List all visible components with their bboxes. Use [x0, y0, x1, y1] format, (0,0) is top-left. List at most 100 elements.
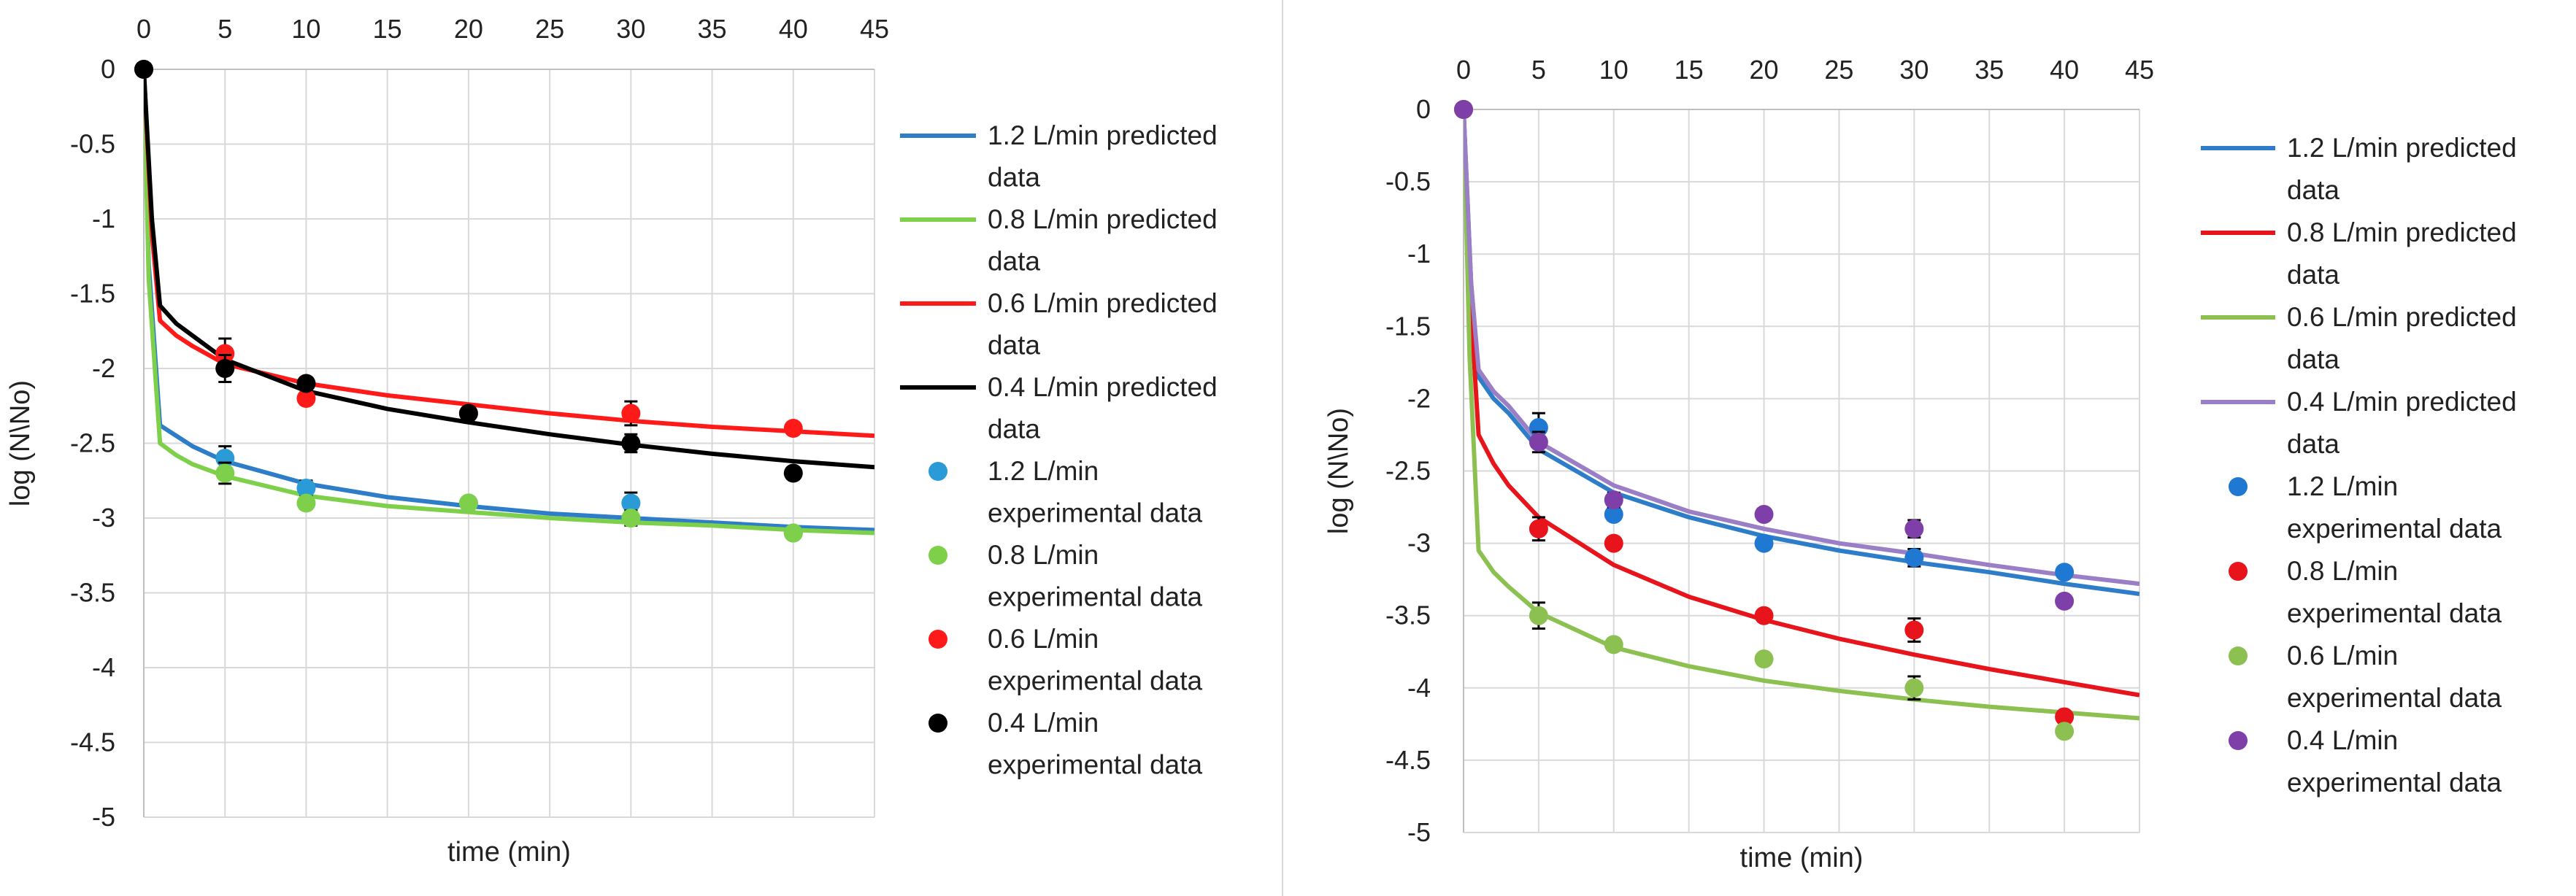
chart-2-legend-label: 0.8 L/min predicted data — [2287, 217, 2517, 290]
chart-1-point-0-8-l-min-experimental-data — [783, 523, 803, 543]
chart-1-y-tick-label: -3 — [92, 503, 115, 533]
chart-2-gridlines — [1463, 109, 2140, 833]
chart-1-y-tick-label: -1 — [92, 204, 115, 233]
chart-1-point-0-6-l-min-experimental-data — [296, 389, 316, 408]
chart-right: 0 5 10 15 20 25 30 35 40 45 0 -0.5 -1 -1.5 -2 -2.5 -3 -3.… — [1323, 55, 2517, 873]
chart-1-y-tick-label: -3.5 — [70, 578, 115, 608]
chart-2-legend-entry-1-2-l-min-experimental-data: 1.2 L/min experimental data — [2229, 471, 2502, 544]
chart-1-legend-entry-1-2-l-min-experimental-data: 1.2 L/min experimental data — [928, 456, 1203, 528]
chart-1-x-tick-label: 30 — [616, 14, 645, 44]
chart-1-legend-entry-1-2-l-min-predicted-data: 1.2 L/min predicted data — [900, 120, 1218, 193]
chart-2-legend-swatch — [2229, 477, 2248, 496]
chart-2-point-1-2-l-min-experimental-data — [2055, 563, 2075, 582]
chart-2-x-tick-label: 35 — [1975, 55, 2004, 85]
chart-2-y-tick-label: -2 — [1407, 383, 1431, 413]
chart-1-legend-swatch — [928, 630, 947, 649]
chart-2-point-0-4-l-min-experimental-data — [1454, 100, 1473, 119]
chart-1-x-tick-label: 10 — [291, 14, 320, 44]
chart-1-legend-label: 0.6 L/min predicted data — [988, 288, 1218, 360]
chart-2-x-tick-label: 30 — [1899, 55, 1929, 85]
chart-2-point-0-4-l-min-experimental-data — [1754, 504, 1774, 524]
chart-1-legend-label: 0.8 L/min experimental data — [988, 540, 1203, 612]
chart-2-legend-label: 0.4 L/min experimental data — [2287, 725, 2502, 797]
chart-1-legend-label: 1.2 L/min experimental data — [988, 456, 1203, 528]
chart-1-point-0-8-l-min-experimental-data — [296, 493, 316, 513]
chart-1-point-0-4-l-min-experimental-data — [215, 359, 235, 378]
chart-1-y-tick-label: -4.5 — [70, 727, 115, 757]
chart-1-point-0-8-l-min-experimental-data — [621, 509, 641, 528]
chart-2-point-0-6-l-min-experimental-data — [2055, 722, 2075, 741]
chart-2-legend-entry-0-6-l-min-predicted-data: 0.6 L/min predicted data — [2201, 302, 2517, 374]
chart-1-series-1-2-l-min-predicted-data — [144, 69, 874, 533]
chart-2-x-tick-label: 45 — [2125, 55, 2154, 85]
chart-2-point-0-8-l-min-experimental-data — [1904, 620, 1924, 640]
chart-1-y-tick-label: -0.5 — [70, 129, 115, 159]
chart-2-legend-entry-0-6-l-min-experimental-data: 0.6 L/min experimental data — [2229, 641, 2502, 713]
chart-2-y-tick-label: -1 — [1407, 239, 1431, 269]
chart-2-series-0-8-l-min-predicted-data — [1464, 109, 2139, 698]
chart-2-x-tick-label: 5 — [1531, 55, 1546, 85]
chart-2-point-0-8-l-min-experimental-data — [1754, 606, 1774, 625]
chart-1-point-0-8-l-min-experimental-data — [215, 463, 235, 483]
chart-2-legend-label: 0.6 L/min experimental data — [2287, 641, 2502, 713]
chart-1-legend-label: 0.4 L/min experimental data — [988, 708, 1203, 780]
chart-2-y-tick-label: -2.5 — [1385, 456, 1431, 486]
chart-1-series-0-4-l-min-experimental-data — [134, 60, 803, 483]
chart-1-point-0-4-l-min-experimental-data — [458, 403, 478, 423]
chart-2-legend-label: 0.8 L/min experimental data — [2287, 556, 2502, 628]
chart-2-x-tick-label: 40 — [2050, 55, 2079, 85]
chart-2-point-1-2-l-min-experimental-data — [1604, 504, 1623, 524]
chart-1-point-0-6-l-min-experimental-data — [783, 419, 803, 438]
chart-2-legend: 1.2 L/min predicted data 0.8 L/min predict… — [2201, 133, 2517, 797]
chart-1-y-tick-label: -1.5 — [70, 279, 115, 309]
chart-2-legend-swatch — [2229, 731, 2248, 750]
chart-2-x-tick-label: 10 — [1599, 55, 1629, 85]
chart-2-y-tick-label: 0 — [1416, 94, 1431, 124]
chart-1-point-0-4-l-min-experimental-data — [296, 374, 316, 393]
chart-1-point-1-2-l-min-experimental-data — [296, 479, 316, 498]
chart-2-point-0-6-l-min-experimental-data — [1754, 649, 1774, 669]
chart-1-y-tick-label: -5 — [92, 802, 115, 832]
chart-2-legend-label: 1.2 L/min experimental data — [2287, 471, 2502, 544]
chart-1-legend-swatch — [928, 462, 947, 481]
chart-2-point-0-4-l-min-experimental-data — [1604, 490, 1623, 510]
chart-1-point-0-8-l-min-experimental-data — [458, 493, 478, 513]
chart-1-legend-entry-0-4-l-min-experimental-data: 0.4 L/min experimental data — [928, 708, 1203, 780]
chart-2-point-0-4-l-min-experimental-data — [1904, 519, 1924, 538]
chart-1-x-axis-title: time (min) — [447, 837, 571, 868]
chart-1-legend-entry-0-8-l-min-experimental-data: 0.8 L/min experimental data — [928, 540, 1203, 612]
chart-left: 0 5 10 15 20 25 30 35 40 45 0 -0.5 -1 -1.5 -2 -2.5 -3 -3.… — [5, 14, 1218, 868]
chart-2-point-1-2-l-min-experimental-data — [1754, 533, 1774, 553]
chart-1-point-1-2-l-min-experimental-data — [621, 493, 641, 513]
chart-1-x-tick-label: 35 — [698, 14, 727, 44]
chart-1-y-tick-label: -2 — [92, 353, 115, 383]
chart-1-x-tick-label: 15 — [373, 14, 402, 44]
chart-1-y-axis-title: log (N\No) — [5, 380, 36, 506]
chart-1-legend-label: 0.8 L/min predicted data — [988, 204, 1218, 277]
chart-1-legend-label: 1.2 L/min predicted data — [988, 120, 1218, 193]
chart-2-legend-entry-0-4-l-min-experimental-data: 0.4 L/min experimental data — [2229, 725, 2502, 797]
chart-1-series-0-6-l-min-predicted-data — [144, 69, 874, 439]
chart-2-y-tick-label: -3 — [1407, 528, 1431, 558]
chart-2-series-0-6-l-min-experimental-data — [1454, 100, 2075, 741]
chart-2-x-tick-label: 20 — [1750, 55, 1779, 85]
chart-1-x-tick-label: 0 — [137, 14, 151, 44]
chart-1-point-0-4-l-min-experimental-data — [134, 60, 153, 79]
chart-2-legend-entry-0-8-l-min-experimental-data: 0.8 L/min experimental data — [2229, 556, 2502, 628]
chart-2-legend-label: 0.4 L/min predicted data — [2287, 387, 2517, 459]
chart-2-legend-entry-0-4-l-min-predicted-data: 0.4 L/min predicted data — [2201, 387, 2517, 459]
chart-1-legend-label: 0.4 L/min predicted data — [988, 372, 1218, 444]
chart-2-point-0-4-l-min-experimental-data — [2055, 591, 2075, 611]
chart-1-legend-entry-0-8-l-min-predicted-data: 0.8 L/min predicted data — [900, 204, 1218, 277]
chart-1-series-0-4-l-min-predicted-data — [144, 69, 874, 470]
chart-2-legend-swatch — [2229, 562, 2248, 581]
chart-2-point-0-8-l-min-experimental-data — [2055, 707, 2075, 727]
chart-divider — [1282, 0, 1283, 896]
chart-2-x-axis-title: time (min) — [1740, 843, 1864, 873]
chart-1-y-tick-label: -2.5 — [70, 428, 115, 458]
chart-2-legend-entry-0-8-l-min-predicted-data: 0.8 L/min predicted data — [2201, 217, 2517, 290]
chart-1-line-1-2-l-min-predicted-data — [144, 69, 874, 533]
chart-1-x-tick-label: 45 — [860, 14, 889, 44]
chart-2-series-0-4-l-min-experimental-data — [1454, 100, 2075, 611]
chart-2-y-tick-label: -1.5 — [1385, 311, 1431, 341]
